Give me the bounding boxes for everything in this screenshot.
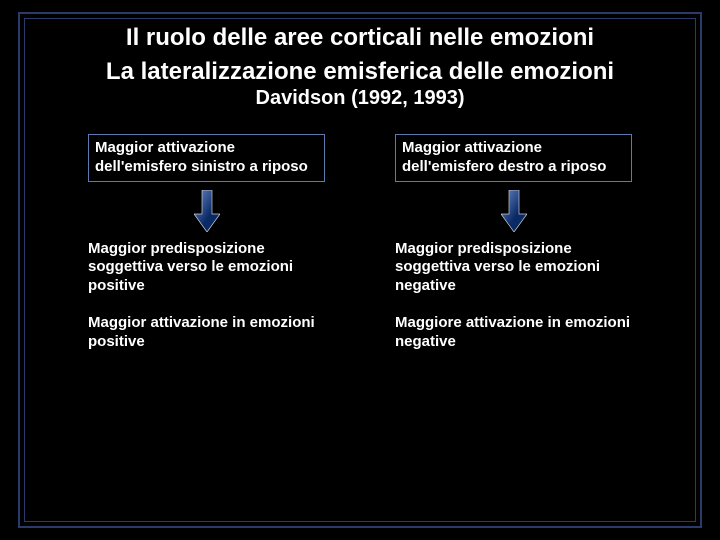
- right-result-2: Maggiore attivazione in emozioni negativ…: [395, 314, 632, 352]
- title-line-1: Il ruolo delle aree corticali nelle emoz…: [78, 24, 642, 52]
- right-column: Maggior attivazione dell'emisfero destro…: [395, 134, 632, 351]
- right-result-1: Maggior predisposizione soggettiva verso…: [395, 240, 632, 296]
- down-arrow-icon: [194, 190, 220, 232]
- title-line-2: La lateralizzazione emisferica delle emo…: [78, 58, 642, 86]
- subtitle: Davidson (1992, 1993): [78, 87, 642, 110]
- left-arrow-wrap: [88, 182, 325, 240]
- right-box: Maggior attivazione dell'emisfero destro…: [395, 134, 632, 182]
- left-box: Maggior attivazione dell'emisfero sinist…: [88, 134, 325, 182]
- left-result-2: Maggior attivazione in emozioni positive: [88, 314, 325, 352]
- down-arrow-icon: [501, 190, 527, 232]
- left-column: Maggior attivazione dell'emisfero sinist…: [88, 134, 325, 351]
- columns: Maggior attivazione dell'emisfero sinist…: [78, 134, 642, 351]
- left-result-1: Maggior predisposizione soggettiva verso…: [88, 240, 325, 296]
- right-arrow-wrap: [395, 182, 632, 240]
- slide-content: Il ruolo delle aree corticali nelle emoz…: [28, 22, 692, 518]
